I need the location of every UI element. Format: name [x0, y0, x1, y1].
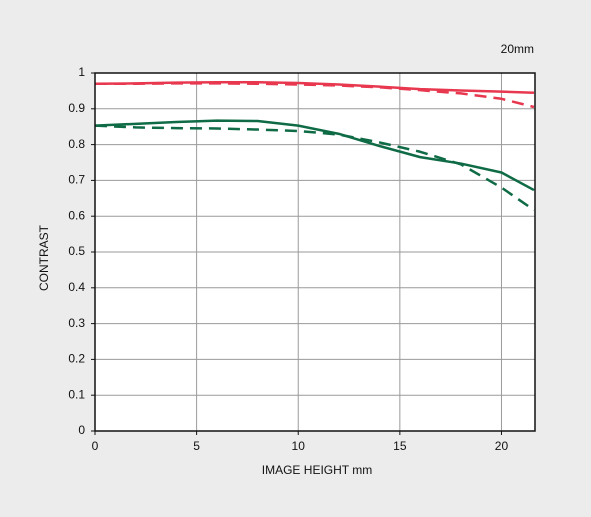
x-axis-label: IMAGE HEIGHT mm — [262, 463, 372, 477]
y-tick-label: 0.3 — [68, 316, 85, 330]
series-line — [94, 81, 535, 94]
plot-frame — [94, 72, 536, 432]
y-tick-label: 0.5 — [68, 244, 85, 258]
x-tick-label: 10 — [292, 439, 306, 453]
x-tick-label: 5 — [193, 439, 200, 453]
y-tick-label: 0.2 — [68, 352, 85, 366]
y-tick-label: 0.7 — [68, 173, 85, 187]
y-tick-label: 0.8 — [68, 137, 85, 151]
series-line — [95, 82, 535, 109]
y-tick-label: 0.6 — [68, 208, 85, 222]
x-tick-label: 15 — [393, 439, 407, 453]
y-tick-label: 0.1 — [68, 387, 85, 401]
y-tick-label: 1 — [78, 65, 85, 79]
x-tick-label: 0 — [92, 439, 99, 453]
chart-title: 20mm — [501, 42, 534, 56]
y-axis-label: CONTRAST — [37, 224, 51, 291]
series-line — [94, 119, 535, 192]
y-tick-label: 0.4 — [68, 280, 85, 294]
y-tick-label: 0.9 — [68, 101, 85, 115]
x-tick-label: 20 — [495, 439, 509, 453]
y-tick-label: 0 — [78, 423, 85, 437]
